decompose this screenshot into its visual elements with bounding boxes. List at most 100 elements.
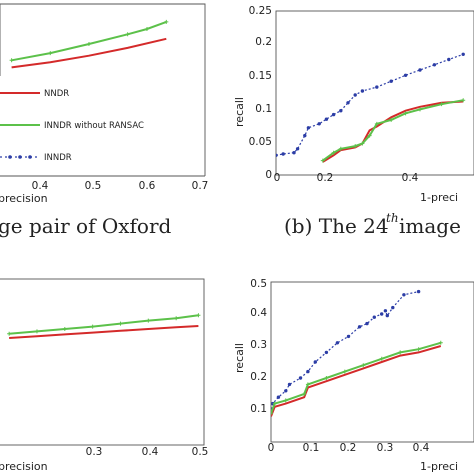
bl-data-point xyxy=(174,316,179,321)
br-series-line xyxy=(271,341,442,414)
tr-data-point xyxy=(339,109,343,113)
br-data-point xyxy=(372,315,376,319)
chart-series xyxy=(7,19,466,417)
br-series-line xyxy=(271,345,442,417)
caption-b-suffix: image xyxy=(399,214,461,238)
tr-data-point xyxy=(292,151,296,155)
br-data-point xyxy=(416,289,421,294)
tr-y-tick-label: 0.1 xyxy=(255,103,272,115)
tr-data-point xyxy=(324,117,329,121)
tr-data-point xyxy=(389,79,393,83)
tr-data-point xyxy=(281,152,285,156)
tr-data-point xyxy=(461,98,466,103)
bl-data-point xyxy=(7,331,12,336)
br-data-point xyxy=(346,334,351,339)
tr-data-point xyxy=(403,111,408,116)
br-x-tick-label: 0.1 xyxy=(303,442,320,454)
br-y-tick-label: 0.5 xyxy=(250,278,267,290)
br-x-tick-label: 0 xyxy=(268,442,275,454)
tl-series-0 xyxy=(11,37,167,69)
br-series-line xyxy=(271,291,419,414)
tr-y-tick-label: 0.25 xyxy=(249,5,272,17)
tl-series-1 xyxy=(9,19,169,63)
legend-label-nndr: NNDR xyxy=(44,89,69,99)
bl-data-point xyxy=(34,329,39,334)
bl-x-axis-label: precision xyxy=(0,460,48,473)
br-x-tick-label: 0.3 xyxy=(377,442,394,454)
tl-x-tick-label: 0.6 xyxy=(139,180,156,192)
tr-y-tick-label: 0.05 xyxy=(249,136,272,148)
tr-x-tick-label: 0.2 xyxy=(317,172,334,184)
tr-data-point xyxy=(353,144,358,149)
tr-x-axis-label: 1-preci xyxy=(420,191,458,204)
br-data-point xyxy=(306,369,310,374)
br-y-tick-label: 0.2 xyxy=(250,371,267,383)
br-data-point xyxy=(402,293,406,297)
br-data-point xyxy=(365,321,369,326)
bl-x-tick-label: 0.5 xyxy=(192,446,209,458)
tr-data-point xyxy=(432,63,437,67)
bl-data-point xyxy=(62,327,67,331)
legend: NNDR INNDR without RANSAC INNDR xyxy=(0,89,144,163)
tr-data-point xyxy=(303,133,307,138)
br-y-tick-label: 0.3 xyxy=(250,339,267,351)
tr-data-point xyxy=(331,150,336,155)
br-x-tick-label: 0.4 xyxy=(413,442,430,454)
br-data-point xyxy=(283,398,288,403)
tr-data-point xyxy=(346,101,350,105)
tr-y-tick-label: 0.2 xyxy=(255,36,272,48)
br-data-point xyxy=(271,411,273,416)
br-data-point xyxy=(361,363,366,368)
bl-series-line xyxy=(9,325,199,339)
br-data-point xyxy=(383,309,388,313)
tr-data-point xyxy=(374,121,379,126)
br-data-point xyxy=(391,305,395,310)
br-data-point xyxy=(305,382,310,387)
br-x-tick-label: 0.2 xyxy=(340,442,357,454)
bl-data-point xyxy=(118,321,123,326)
br-data-point xyxy=(335,341,340,345)
tr-data-point xyxy=(389,117,394,122)
legend-marker-inndr xyxy=(18,155,22,159)
br-data-point xyxy=(302,392,307,396)
bl-data-point xyxy=(196,313,201,318)
bl-series-1 xyxy=(7,313,201,336)
br-data-point xyxy=(385,313,389,318)
tl-series-line xyxy=(11,20,167,62)
tr-data-point xyxy=(367,133,372,138)
br-data-point xyxy=(416,347,421,352)
bl-series-line xyxy=(9,314,199,335)
legend-marker-inndr xyxy=(28,155,32,159)
legend-label-inndr-without-ransac: INNDR without RANSAC xyxy=(44,121,144,131)
caption-a: ge pair of Oxford xyxy=(0,214,172,238)
tl-x-tick-label: 0.5 xyxy=(85,180,102,192)
br-data-point xyxy=(380,312,384,316)
tr-data-point xyxy=(317,122,321,126)
tr-data-point xyxy=(331,112,336,117)
tr-x-tick-label: 0.4 xyxy=(402,172,419,184)
tl-x-tick-label: 0.4 xyxy=(32,180,49,192)
tr-y-tick-label: 0.15 xyxy=(249,70,272,82)
tl-series-line xyxy=(11,37,167,69)
tr-data-point xyxy=(295,147,300,151)
top-left-panel xyxy=(0,3,206,177)
caption-b-prefix: (b) The 24 xyxy=(284,214,389,238)
tl-data-point xyxy=(164,19,169,24)
tr-data-point xyxy=(276,153,278,157)
br-series-0 xyxy=(271,289,421,415)
tr-data-point xyxy=(403,73,408,78)
br-data-point xyxy=(313,360,317,364)
br-data-point xyxy=(324,350,329,355)
br-data-point xyxy=(324,376,329,380)
caption-b-superscript: th xyxy=(386,211,399,225)
tr-y-axis-label: recall xyxy=(233,97,246,127)
bottom-left-panel xyxy=(0,278,205,446)
bl-x-tick-label: 0.4 xyxy=(142,446,159,458)
tr-series-line xyxy=(322,99,464,162)
tr-series-line xyxy=(322,100,464,163)
br-series-2 xyxy=(271,340,443,416)
tr-data-point xyxy=(338,146,343,151)
tl-data-point xyxy=(125,32,130,37)
tr-x-tick-label: 0 xyxy=(274,172,281,184)
br-data-point xyxy=(379,356,384,361)
